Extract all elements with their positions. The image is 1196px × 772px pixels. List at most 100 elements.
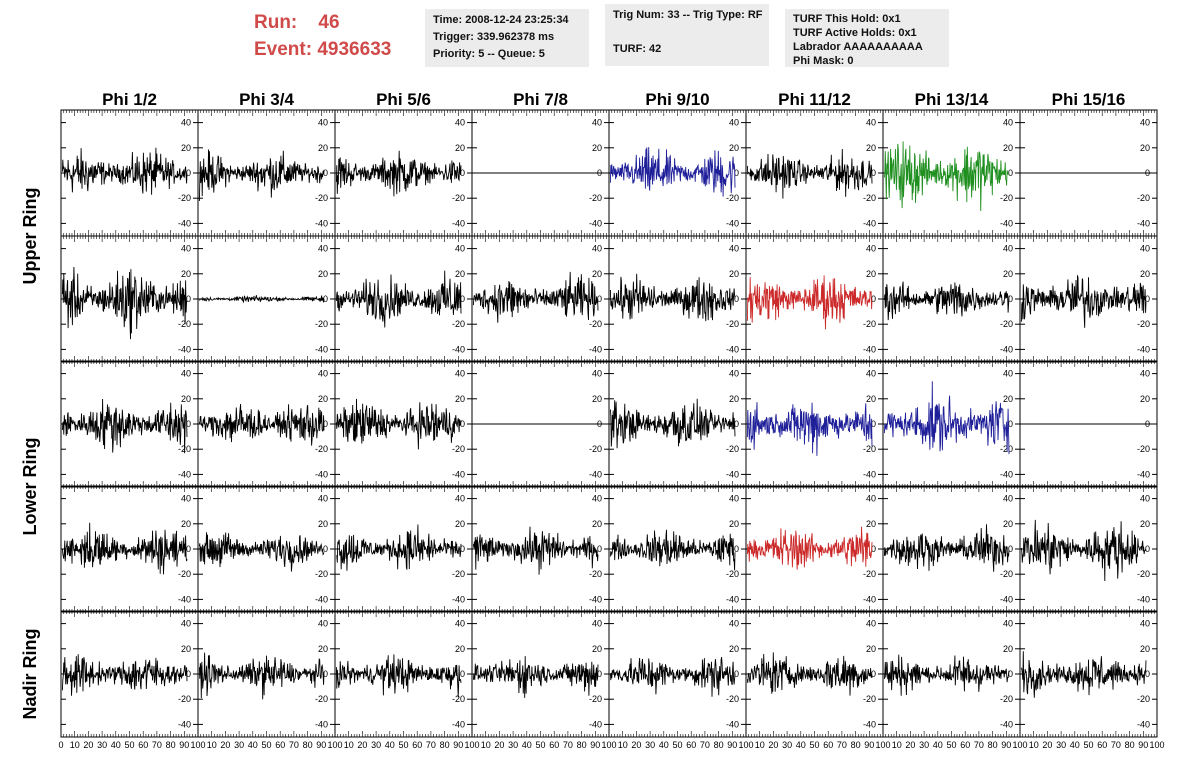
x-tick-label: 0: [58, 740, 63, 750]
y-tick-label: 0: [323, 168, 328, 178]
x-tick-label: 100: [738, 740, 753, 750]
y-tick-label: -20: [1137, 319, 1150, 329]
y-tick-label: 40: [1140, 369, 1150, 379]
y-tick-label: 20: [181, 269, 191, 279]
x-tick-label: 90: [864, 740, 874, 750]
waveform-trace: [61, 522, 188, 575]
y-tick-label: 40: [592, 369, 602, 379]
y-tick-label: 40: [866, 244, 876, 254]
waveform-trace: [1020, 519, 1147, 582]
y-tick-label: -20: [452, 694, 465, 704]
y-tick-label: -20: [589, 319, 602, 329]
x-tick-label: 90: [727, 740, 737, 750]
y-tick-label: -20: [863, 444, 876, 454]
y-tick-label: 0: [871, 419, 876, 429]
y-tick-label: 0: [186, 294, 191, 304]
y-tick-label: -40: [589, 344, 602, 354]
x-tick-label: 50: [672, 740, 682, 750]
y-tick-label: 20: [729, 644, 739, 654]
column-header-4: Phi 7/8: [513, 90, 568, 109]
turf-text: TURF: 42: [613, 43, 662, 55]
y-tick-label: 20: [318, 519, 328, 529]
waveform-trace: [198, 652, 325, 700]
waveform-trace: [883, 654, 1010, 696]
y-tick-label: 40: [181, 494, 191, 504]
y-tick-label: -40: [1137, 469, 1150, 479]
waveform-trace: [746, 652, 873, 696]
event-number: Event: 4936633: [254, 39, 391, 61]
y-tick-label: -40: [315, 594, 328, 604]
y-tick-label: 20: [1003, 269, 1013, 279]
y-tick-label: 0: [186, 669, 191, 679]
time-info-box: Time: 2008-12-24 23:25:34 Trigger: 339.9…: [425, 9, 589, 67]
waveform-trace: [335, 150, 462, 197]
y-tick-label: 40: [455, 244, 465, 254]
y-tick-label: 20: [1003, 519, 1013, 529]
y-tick-label: 20: [729, 394, 739, 404]
y-tick-label: 0: [871, 544, 876, 554]
y-tick-label: -40: [178, 218, 191, 228]
y-tick-label: -40: [726, 344, 739, 354]
y-tick-label: -40: [1000, 469, 1013, 479]
y-tick-label: 40: [1003, 244, 1013, 254]
y-tick-label: 40: [318, 244, 328, 254]
x-tick-label: 80: [440, 740, 450, 750]
y-tick-label: 20: [181, 143, 191, 153]
waveform-trace: [609, 529, 736, 571]
phi-mask-text: Phi Mask: 0: [793, 55, 854, 67]
y-tick-label: 0: [1008, 544, 1013, 554]
y-tick-label: 40: [866, 369, 876, 379]
waveform-trace: [746, 402, 873, 456]
y-tick-label: 20: [455, 519, 465, 529]
trigger-info-box: Trig Num: 33 -- Trig Type: RF TURF: 42: [605, 4, 769, 66]
y-tick-label: 0: [734, 294, 739, 304]
x-tick-label: 40: [248, 740, 258, 750]
y-tick-label: -40: [1137, 218, 1150, 228]
trigger-text: Trigger: 339.962378 ms: [433, 31, 555, 43]
y-tick-label: -20: [1137, 694, 1150, 704]
y-tick-label: 20: [318, 394, 328, 404]
y-tick-label: 20: [318, 269, 328, 279]
turf-active-text: TURF Active Holds: 0x1: [793, 27, 917, 39]
y-tick-label: 0: [734, 544, 739, 554]
x-tick-label: 10: [892, 740, 902, 750]
x-tick-label: 20: [220, 740, 230, 750]
y-tick-label: 40: [318, 494, 328, 504]
y-tick-label: 0: [1145, 294, 1150, 304]
row-label-1: Upper Ring: [20, 188, 40, 285]
y-tick-label: 40: [592, 619, 602, 629]
y-tick-label: 40: [1140, 244, 1150, 254]
y-tick-label: -20: [452, 193, 465, 203]
x-tick-label: 30: [97, 740, 107, 750]
priority-text: Priority: 5 -- Queue: 5: [433, 48, 545, 60]
y-tick-label: 20: [592, 143, 602, 153]
y-tick-label: 20: [1003, 644, 1013, 654]
y-tick-label: 20: [455, 143, 465, 153]
y-tick-label: 40: [729, 244, 739, 254]
x-tick-label: 10: [481, 740, 491, 750]
x-tick-label: 30: [782, 740, 792, 750]
x-tick-label: 50: [1083, 740, 1093, 750]
y-tick-label: -40: [452, 218, 465, 228]
waveform-trace: [198, 149, 325, 202]
y-tick-label: -40: [178, 719, 191, 729]
x-tick-label: 40: [796, 740, 806, 750]
waveform-trace: [746, 148, 873, 199]
y-tick-label: -40: [726, 218, 739, 228]
y-tick-label: -20: [315, 569, 328, 579]
y-tick-label: -20: [1000, 569, 1013, 579]
x-tick-label: 10: [207, 740, 217, 750]
y-tick-label: -40: [863, 469, 876, 479]
y-tick-label: 0: [871, 168, 876, 178]
x-tick-label: 100: [601, 740, 616, 750]
y-tick-label: 20: [318, 143, 328, 153]
column-header-5: Phi 9/10: [645, 90, 709, 109]
y-tick-label: 20: [455, 644, 465, 654]
y-tick-label: 40: [318, 118, 328, 128]
y-tick-label: 40: [729, 619, 739, 629]
y-tick-label: -20: [863, 319, 876, 329]
x-tick-label: 100: [190, 740, 205, 750]
x-tick-label: 60: [138, 740, 148, 750]
x-tick-label: 10: [344, 740, 354, 750]
waveform-trace: [61, 147, 188, 195]
